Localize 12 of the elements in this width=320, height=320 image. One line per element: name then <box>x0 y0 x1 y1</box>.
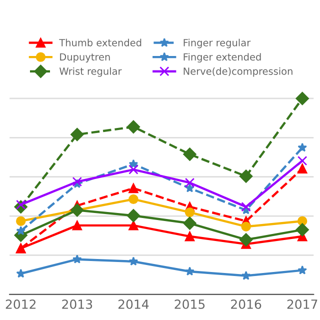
legend-label: Wrist regular <box>59 67 122 77</box>
legend-label: Dupuytren <box>60 53 110 62</box>
legend-label: Nerve(de)compression <box>184 67 292 77</box>
x-tick-label: 2013 <box>62 299 92 309</box>
x-tick-label: 2014 <box>118 299 149 309</box>
legend-label: Finger regular <box>184 38 251 48</box>
x-tick-label: 2016 <box>231 299 262 309</box>
x-tick-label: 2012 <box>6 299 36 309</box>
x-tick-label: 2015 <box>174 299 205 309</box>
x-tick-label: 2017 <box>287 299 318 309</box>
legend-label: Thumb extended <box>59 38 142 46</box>
legend-label: Finger extended <box>184 53 261 62</box>
